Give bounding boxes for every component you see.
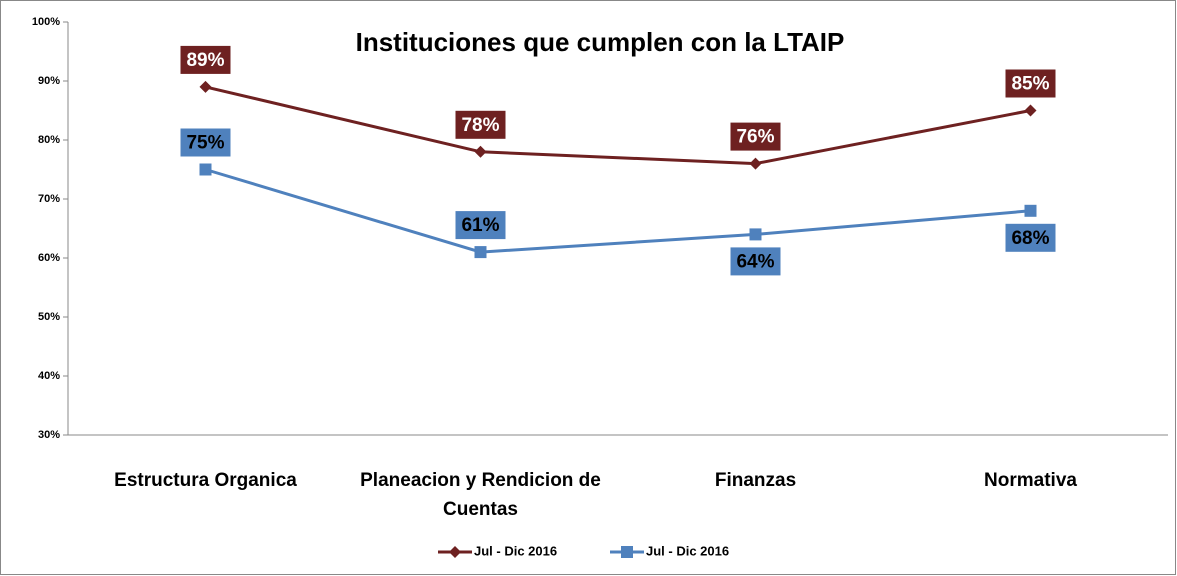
point	[749, 228, 762, 241]
y-tick-label: 40%	[38, 370, 60, 382]
legend-label: Jul - Dic 2016	[646, 543, 729, 558]
point	[474, 246, 487, 259]
data-label: 68%	[1011, 228, 1049, 249]
point	[1024, 204, 1037, 217]
line-series	[205, 168, 1031, 254]
data-label-box	[455, 110, 506, 139]
y-tick-label: 50%	[38, 311, 60, 323]
data-label-box	[180, 45, 231, 74]
data-label-box	[455, 211, 506, 240]
y-tick-label: 60%	[38, 252, 60, 264]
point	[199, 80, 212, 93]
data-label: 89%	[186, 50, 224, 71]
y-tick-label: 30%	[38, 429, 60, 441]
x-tick-label: Planeacion y Rendicion de Cuentas	[360, 470, 601, 520]
data-label: 75%	[186, 133, 224, 154]
y-tick-label: 70%	[38, 193, 60, 205]
data-label: 85%	[1011, 74, 1049, 95]
legend-label: Jul - Dic 2016	[474, 543, 557, 558]
point	[749, 157, 762, 170]
point	[474, 145, 487, 158]
point	[199, 163, 212, 176]
data-label: 64%	[736, 251, 774, 272]
legend-marker	[621, 546, 633, 558]
chart-title: Instituciones que cumplen con la LTAIP	[356, 27, 845, 57]
data-label-box	[1005, 69, 1056, 98]
data-label-box	[730, 247, 781, 276]
x-tick-label: Normativa	[984, 470, 1077, 491]
x-tick-label: Estructura Organica	[114, 470, 297, 491]
data-label-box	[730, 122, 781, 151]
legend-marker	[449, 546, 461, 558]
point	[1024, 104, 1037, 117]
data-label: 61%	[461, 215, 499, 236]
data-label: 76%	[736, 127, 774, 148]
data-label: 78%	[461, 115, 499, 136]
y-tick-label: 100%	[32, 16, 60, 28]
data-label-box	[1005, 223, 1056, 252]
data-label-box	[180, 128, 231, 157]
x-tick-label: Finanzas	[714, 470, 797, 491]
y-tick-label: 80%	[38, 134, 60, 146]
line-series	[205, 85, 1031, 166]
y-tick-label: 90%	[38, 75, 60, 87]
